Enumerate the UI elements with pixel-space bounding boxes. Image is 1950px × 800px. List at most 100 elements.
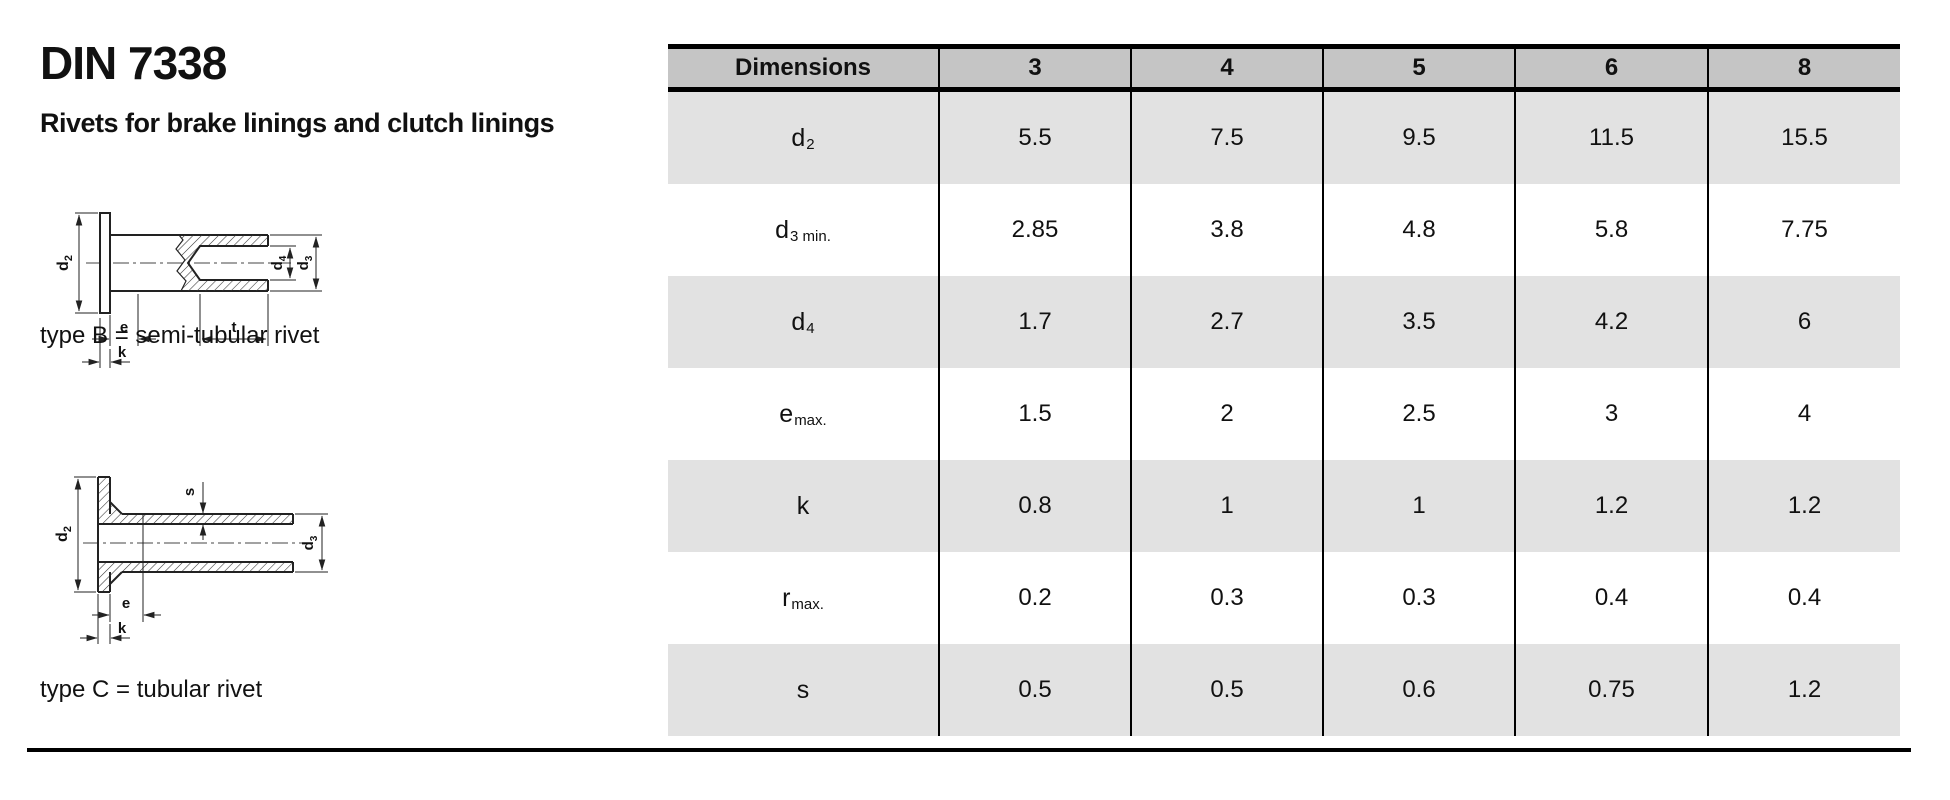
extension-lines [270, 234, 322, 292]
row-label-base: k [796, 491, 810, 520]
page-subtitle: Rivets for brake linings and clutch lini… [40, 108, 555, 138]
semi-tubular-rivet-section-drawing: d2 d4 d3 e t k [55, 212, 322, 368]
row-label-base: d [791, 123, 806, 152]
row-label: e max. [668, 368, 938, 460]
table-top-border [668, 44, 1900, 49]
row-label: r max. [668, 552, 938, 644]
value-cell: 2.85 [938, 184, 1130, 276]
page-title: DIN 7338 [40, 37, 227, 89]
column-header: 5 [1322, 49, 1514, 87]
type-c-drawing: s d2 d3 e k [38, 452, 348, 692]
dim-label-t: t [232, 319, 237, 336]
value-cell: 5.5 [938, 92, 1130, 184]
row-label-base: r [782, 583, 791, 612]
dim-label-d2: d2 [54, 526, 74, 542]
dim-label-k: k [118, 344, 127, 361]
value-cell: 15.5 [1707, 92, 1900, 184]
value-cell: 1.2 [1707, 460, 1900, 552]
type-b-drawing: d2 d4 d3 e t k [38, 178, 348, 398]
value-cell: 7.5 [1130, 92, 1322, 184]
dim-label-d3: d3 [300, 535, 320, 550]
table-header-bottom-border [668, 87, 1900, 92]
row-label: s [668, 644, 938, 736]
row-label-subscript: 4 [806, 319, 815, 337]
extension-lines [295, 513, 328, 573]
row-label-subscript: max. [791, 595, 824, 613]
value-cell: 0.3 [1322, 552, 1514, 644]
extension-lines [97, 594, 111, 644]
tube-outline [98, 513, 294, 573]
dim-label-d4: d4 [269, 255, 289, 270]
column-header: 4 [1130, 49, 1322, 87]
dimensions-table: Dimensions 3 4 5 6 8 d 2 5.5 7.5 9.5 11.5 15.5… [668, 44, 1900, 736]
extension-lines [75, 212, 98, 314]
value-cell: 1 [1130, 460, 1322, 552]
row-label-base: s [796, 675, 810, 704]
extension-lines [109, 514, 144, 622]
table-header-row: Dimensions 3 4 5 6 8 [668, 49, 1900, 87]
dim-label-k: k [118, 620, 127, 637]
tubular-rivet-section-drawing: s d2 d3 e k [54, 476, 328, 644]
table-body: d 2 5.5 7.5 9.5 11.5 15.5 d 3 min. 2.85 3.8 4.8 5.8 7… [668, 92, 1900, 736]
row-label-base: d [791, 307, 806, 336]
dim-label-e: e [120, 319, 128, 336]
dim-label-d2: d2 [55, 255, 75, 271]
column-header: 6 [1514, 49, 1707, 87]
value-cell: 2 [1130, 368, 1322, 460]
table-row: k 0.8 1 1 1.2 1.2 [668, 460, 1900, 552]
value-cell: 4.2 [1514, 276, 1707, 368]
row-label-subscript: 2 [806, 135, 815, 153]
section-hatching [176, 235, 268, 291]
value-cell: 11.5 [1514, 92, 1707, 184]
rivet-head [99, 212, 111, 314]
value-cell: 1.7 [938, 276, 1130, 368]
column-header: 3 [938, 49, 1130, 87]
extension-lines [109, 294, 139, 346]
value-cell: 1.2 [1514, 460, 1707, 552]
extension-lines [199, 294, 269, 346]
value-cell: 3.8 [1130, 184, 1322, 276]
value-cell: 0.3 [1130, 552, 1322, 644]
value-cell: 0.4 [1707, 552, 1900, 644]
table-row: e max. 1.5 2 2.5 3 4 [668, 368, 1900, 460]
head-hatching [98, 562, 110, 592]
value-cell: 2.7 [1130, 276, 1322, 368]
row-label-subscript: 3 min. [790, 227, 831, 245]
page-bottom-rule [27, 748, 1911, 752]
row-label-subscript: max. [794, 411, 827, 429]
table-row: r max. 0.2 0.3 0.3 0.4 0.4 [668, 552, 1900, 644]
head-hatching [98, 477, 110, 524]
type-c-caption: type C = tubular rivet [40, 676, 263, 703]
value-cell: 0.8 [938, 460, 1130, 552]
value-cell: 0.4 [1514, 552, 1707, 644]
value-cell: 4.8 [1322, 184, 1514, 276]
value-cell: 6 [1707, 276, 1900, 368]
dim-label-d3: d3 [295, 255, 315, 270]
wall-hatching [110, 514, 293, 524]
value-cell: 7.75 [1707, 184, 1900, 276]
value-cell: 1.5 [938, 368, 1130, 460]
column-header: Dimensions [668, 49, 938, 87]
extension-lines [74, 476, 96, 593]
head-outline [97, 476, 111, 593]
table-row: s 0.5 0.5 0.6 0.75 1.2 [668, 644, 1900, 736]
row-label-base: d [775, 215, 790, 244]
extension-lines [99, 318, 111, 368]
dim-label-e: e [122, 595, 130, 612]
value-cell: 5.8 [1514, 184, 1707, 276]
value-cell: 0.5 [938, 644, 1130, 736]
column-header: 8 [1707, 49, 1900, 87]
value-cell: 0.2 [938, 552, 1130, 644]
value-cell: 2.5 [1322, 368, 1514, 460]
type-b-caption: type B = semi-tubular rivet [40, 322, 320, 349]
bore-outline [186, 245, 268, 281]
value-cell: 0.5 [1130, 644, 1322, 736]
value-cell: 9.5 [1322, 92, 1514, 184]
value-cell: 1.2 [1707, 644, 1900, 736]
dim-label-s: s [181, 488, 198, 496]
value-cell: 0.6 [1322, 644, 1514, 736]
value-cell: 3 [1514, 368, 1707, 460]
